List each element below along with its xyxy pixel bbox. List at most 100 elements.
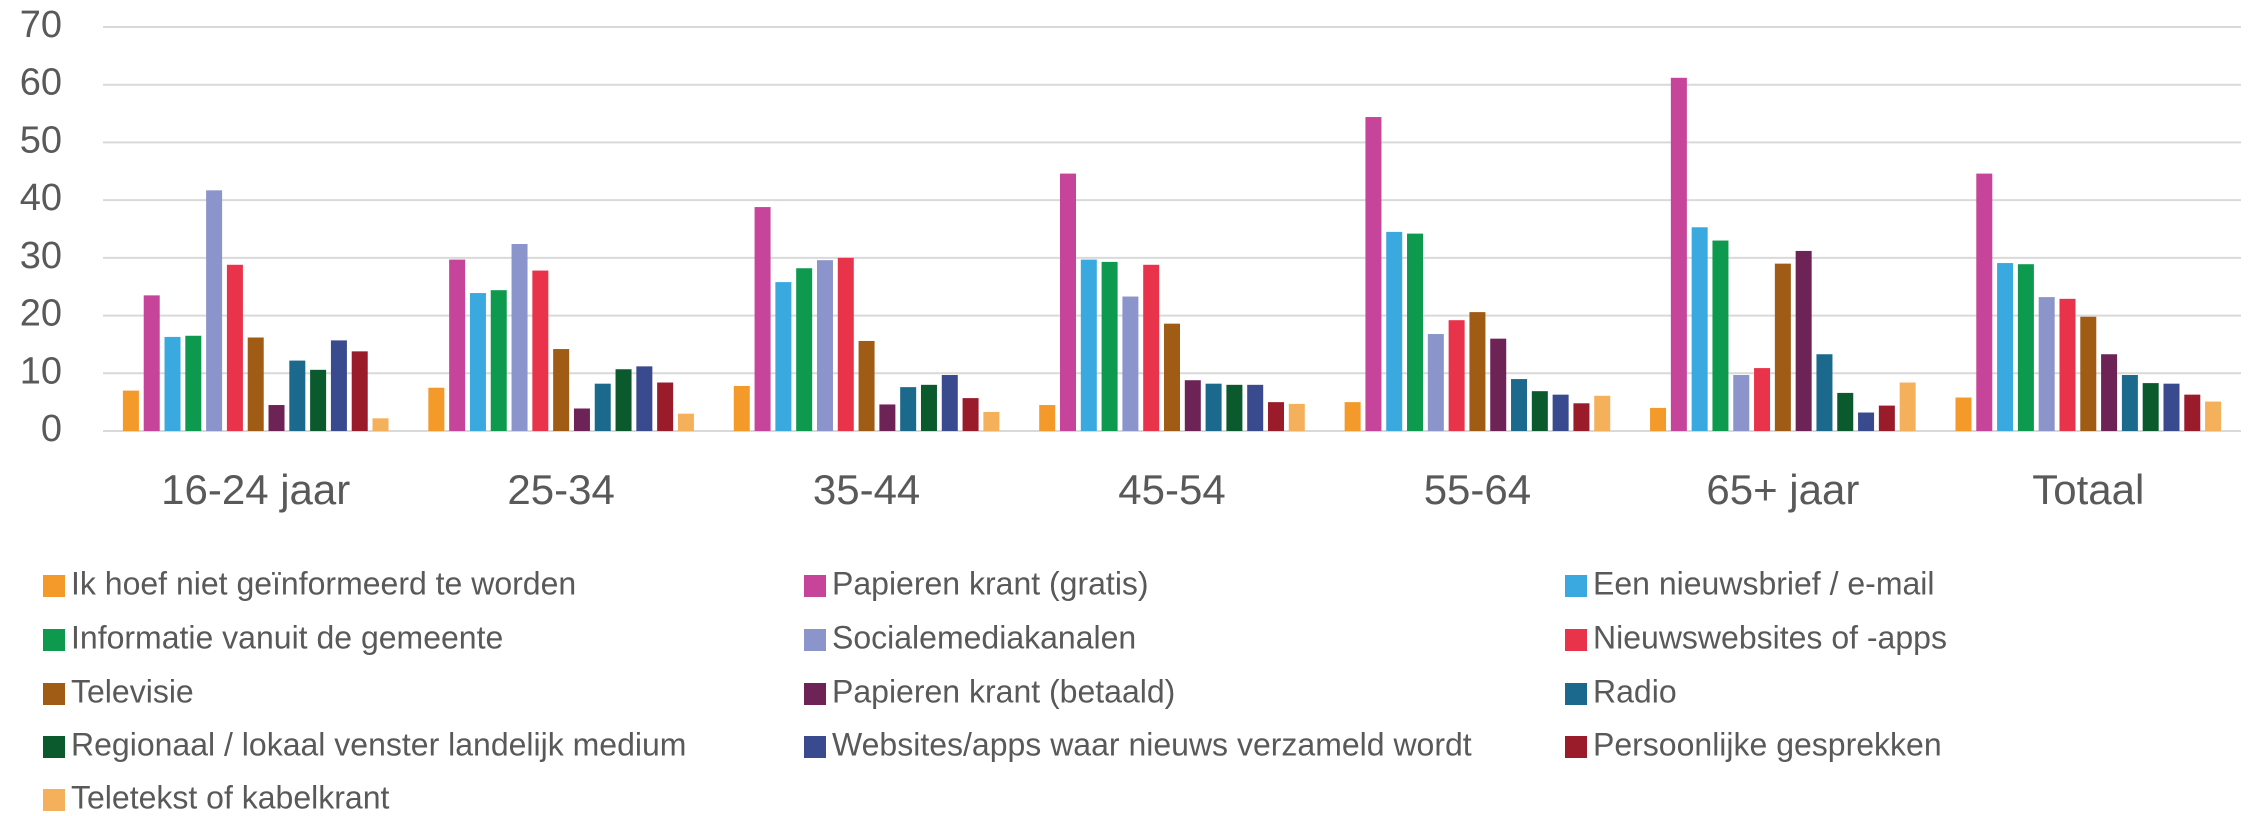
legend-label: Papieren krant (gratis): [832, 565, 1149, 601]
bar: [636, 366, 653, 431]
legend-label: Ik hoef niet geïnformeerd te worden: [71, 565, 576, 601]
bar: [941, 375, 958, 431]
bar: [185, 335, 202, 431]
bar: [677, 413, 694, 431]
bar: [594, 383, 611, 431]
bar: [1080, 259, 1097, 431]
legend-label: Papieren krant (betaald): [832, 673, 1175, 709]
y-tick-label: 30: [20, 235, 62, 277]
bar: [733, 385, 750, 431]
bar: [1448, 320, 1465, 431]
bar: [1976, 173, 1993, 431]
y-tick-label: 50: [20, 119, 62, 161]
legend-swatch: [804, 736, 826, 758]
legend-swatch: [1565, 629, 1587, 651]
bar: [330, 340, 347, 431]
bar: [1039, 405, 1056, 431]
bar: [1101, 261, 1118, 431]
bar: [2080, 316, 2097, 431]
bar: [1143, 264, 1160, 431]
legend-label: Televisie: [71, 673, 194, 709]
bar: [268, 405, 285, 431]
legend-label: Nieuwswebsites of -apps: [1593, 619, 1947, 655]
bar: [289, 360, 306, 431]
bar: [1552, 394, 1569, 431]
bar: [2038, 297, 2055, 431]
bar: [449, 259, 466, 431]
x-tick-label: Totaal: [2032, 466, 2144, 513]
bar: [1594, 395, 1611, 431]
bar: [553, 349, 570, 431]
bar: [469, 293, 486, 431]
bar: [1733, 375, 1750, 431]
y-tick-label: 20: [20, 293, 62, 335]
bar: [2142, 383, 2159, 431]
bar: [1365, 117, 1382, 431]
y-tick-label: 70: [20, 4, 62, 46]
bar: [1712, 240, 1729, 431]
legend-swatch: [1565, 575, 1587, 597]
legend-label: Radio: [1593, 673, 1677, 709]
bar: [837, 257, 854, 431]
bar: [1899, 382, 1916, 431]
y-tick-label: 60: [20, 62, 62, 104]
bar: [2121, 375, 2138, 431]
bar: [1955, 397, 1972, 431]
bar: [615, 369, 632, 431]
bar: [796, 268, 813, 431]
legend-label: Informatie vanuit de gemeente: [71, 619, 503, 655]
legend-label: Socialemediakanalen: [832, 619, 1136, 655]
bar: [1691, 227, 1708, 431]
bar: [310, 369, 327, 431]
bar: [573, 408, 590, 431]
y-tick-label: 10: [20, 350, 62, 392]
y-tick-label: 0: [41, 408, 62, 450]
legend-swatch: [43, 789, 65, 811]
legend-label: Een nieuwsbrief / e-mail: [1593, 565, 1934, 601]
bar: [983, 411, 1000, 431]
legend-swatch: [43, 629, 65, 651]
bar: [1858, 412, 1875, 431]
x-tick-label: 65+ jaar: [1706, 466, 1859, 513]
bar: [2205, 401, 2222, 431]
bar: [532, 270, 549, 431]
bar: [1774, 263, 1791, 431]
bar: [1344, 402, 1361, 431]
bar: [816, 260, 833, 431]
bar: [1469, 312, 1486, 431]
bar: [879, 404, 896, 431]
bar: [372, 418, 389, 431]
bar: [1205, 383, 1222, 431]
legend-swatch: [804, 629, 826, 651]
y-tick-label: 40: [20, 177, 62, 219]
bar: [1288, 403, 1305, 431]
bar: [2017, 264, 2034, 431]
bar: [2163, 383, 2180, 431]
legend-label: Websites/apps waar nieuws verzameld word…: [832, 726, 1472, 762]
x-tick-label: 25-34: [507, 466, 614, 513]
bar: [511, 244, 528, 431]
bar: [1878, 405, 1895, 431]
bar: [1247, 384, 1264, 431]
legend-swatch: [43, 575, 65, 597]
bar: [1754, 368, 1771, 431]
legend-swatch: [1565, 736, 1587, 758]
bar: [962, 398, 979, 431]
bar: [2184, 394, 2201, 431]
bar: [1386, 231, 1403, 431]
x-tick-label: 45-54: [1118, 466, 1225, 513]
bar: [1650, 407, 1667, 431]
bar: [1490, 338, 1507, 431]
bar: [122, 390, 139, 431]
legend-swatch: [43, 683, 65, 705]
x-tick-label: 35-44: [813, 466, 920, 513]
x-tick-label: 16-24 jaar: [161, 466, 350, 513]
bar: [1122, 296, 1139, 431]
legend-swatch: [43, 736, 65, 758]
bar: [490, 290, 507, 431]
bar: [1427, 334, 1444, 431]
bar: [900, 387, 917, 431]
bar: [1164, 323, 1180, 431]
bar: [775, 282, 792, 431]
legend-swatch: [1565, 683, 1587, 705]
